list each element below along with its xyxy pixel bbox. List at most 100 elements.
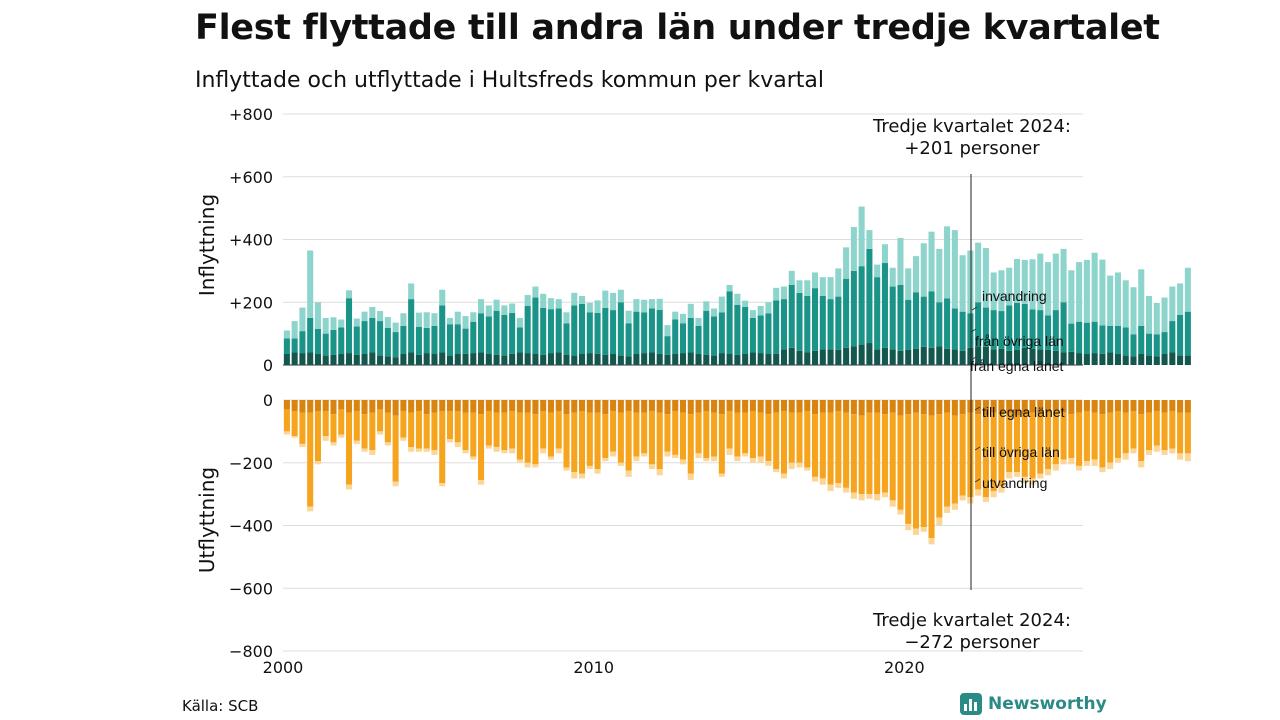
bar-segment	[874, 277, 881, 350]
bar-segment	[998, 311, 1005, 349]
bar-segment	[812, 400, 819, 415]
bar-segment	[532, 297, 539, 355]
bar-segment	[672, 400, 679, 411]
bar-segment	[718, 414, 725, 474]
bar-segment	[446, 324, 454, 356]
bar-segment	[765, 302, 772, 314]
bar-segment	[850, 414, 857, 493]
bar-segment	[478, 352, 485, 365]
bar-segment	[920, 400, 927, 415]
bar-segment	[679, 313, 687, 324]
bar-segment	[850, 400, 857, 415]
bar-segment	[509, 353, 516, 365]
bar-segment	[462, 328, 469, 354]
bar-segment	[594, 300, 601, 313]
bar-segment	[928, 538, 935, 545]
bar-segment	[579, 400, 586, 411]
annotation-text: Tredje kvartalet 2024:	[872, 610, 1071, 631]
bar-segment	[1021, 347, 1028, 365]
bar-segment	[338, 327, 345, 355]
bar-segment	[959, 311, 966, 351]
bar-segment	[687, 400, 694, 415]
bar-segment	[990, 272, 997, 311]
bar-segment	[804, 410, 811, 468]
bar-segment	[734, 412, 741, 457]
bar-segment	[377, 431, 384, 435]
bar-segment	[998, 486, 1005, 493]
bar-segment	[369, 317, 376, 353]
bar-segment	[850, 270, 857, 347]
bar-segment	[874, 412, 881, 495]
bar-segment	[633, 354, 640, 365]
bar-segment	[524, 295, 531, 307]
bar-segment	[555, 410, 562, 449]
bar-segment	[1013, 258, 1021, 303]
source-note: Källa: SCB	[182, 697, 259, 715]
bar-segment	[501, 355, 508, 365]
bar-segment	[1083, 461, 1090, 466]
bar-segment	[780, 410, 787, 474]
bar-segment	[788, 270, 795, 285]
bar-segment	[780, 473, 787, 479]
bar-segment	[1060, 400, 1067, 413]
bar-segment	[353, 326, 360, 355]
bar-segment	[1006, 267, 1013, 306]
bar-segment	[648, 410, 655, 465]
bar-segment	[703, 310, 710, 355]
bar-segment	[1138, 269, 1145, 326]
bar-segment	[291, 410, 298, 437]
bar-segment	[532, 354, 539, 365]
bar-segment	[408, 447, 415, 452]
bar-segment	[905, 349, 912, 365]
bar-segment	[889, 412, 896, 501]
bar-segment	[322, 410, 329, 437]
bar-segment	[1169, 410, 1176, 449]
bar-segment	[586, 400, 593, 413]
bar-segment	[617, 302, 624, 356]
bar-segment	[454, 324, 461, 355]
bar-segment	[594, 469, 601, 474]
bar-segment	[493, 354, 500, 365]
bar-segment	[485, 305, 492, 317]
bar-segment	[1130, 400, 1137, 411]
y-tick-label: −800	[229, 642, 273, 661]
bar-segment	[338, 400, 345, 410]
bar-segment	[439, 305, 446, 353]
bar-segment	[384, 442, 391, 446]
bar-segment	[726, 400, 733, 411]
bar-segment	[1045, 349, 1052, 365]
bar-segment	[547, 353, 554, 365]
x-tick-label: 2000	[263, 658, 304, 677]
bar-segment	[1161, 400, 1168, 413]
bar-segment	[400, 400, 407, 411]
bar-segment	[478, 480, 485, 485]
bar-segment	[827, 484, 834, 491]
bar-segment	[1130, 448, 1137, 454]
bar-segment	[703, 410, 710, 459]
bar-segment	[516, 352, 523, 365]
bar-segment	[749, 317, 756, 353]
bar-segment	[897, 284, 904, 351]
bar-segment	[951, 503, 958, 510]
bar-segment	[1169, 352, 1176, 365]
bar-segment	[804, 467, 811, 471]
legend-leader	[974, 446, 981, 451]
bar-segment	[586, 302, 593, 313]
bar-segment	[905, 414, 912, 524]
bar-segment	[796, 350, 803, 365]
bar-segment	[369, 352, 376, 365]
bar-segment	[299, 331, 306, 354]
bar-segment	[1029, 348, 1036, 365]
bar-segment	[1099, 353, 1106, 365]
bar-segment	[408, 412, 415, 448]
bar-segment	[881, 400, 888, 415]
brand-logo[interactable]: Newsworthy	[960, 693, 1107, 715]
bar-segment	[470, 312, 477, 322]
bar-segment	[571, 305, 578, 356]
bar-segment	[338, 434, 345, 438]
bar-segment	[796, 412, 803, 463]
bar-segment	[1076, 465, 1083, 471]
bar-segment	[788, 284, 795, 348]
bar-segment	[990, 310, 997, 350]
